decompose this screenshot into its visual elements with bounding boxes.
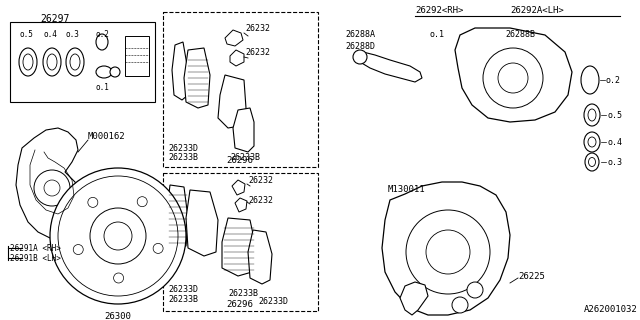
Ellipse shape [353, 50, 367, 64]
Text: o.5: o.5 [19, 30, 33, 39]
Text: o.4: o.4 [43, 30, 57, 39]
Text: 26288A: 26288A [345, 30, 375, 39]
Text: 26296: 26296 [227, 156, 253, 165]
Circle shape [90, 208, 146, 264]
Circle shape [34, 170, 70, 206]
Text: A262001032: A262001032 [584, 305, 638, 314]
Polygon shape [222, 218, 256, 276]
Text: 26233D: 26233D [168, 144, 198, 153]
Text: o.1: o.1 [430, 30, 445, 39]
Text: 26300: 26300 [104, 312, 131, 320]
Circle shape [426, 230, 470, 274]
Ellipse shape [110, 67, 120, 77]
Polygon shape [186, 190, 218, 256]
Ellipse shape [588, 137, 596, 147]
Ellipse shape [96, 34, 108, 50]
Ellipse shape [70, 54, 80, 70]
Ellipse shape [588, 109, 596, 121]
Text: M130011: M130011 [388, 185, 426, 194]
Bar [10, 22, 155, 102]
Text: 26233B: 26233B [168, 153, 198, 162]
Bar [163, 12, 318, 167]
Ellipse shape [589, 157, 595, 166]
Polygon shape [16, 128, 84, 238]
Ellipse shape [581, 66, 599, 94]
Polygon shape [172, 42, 188, 100]
Text: 26233B: 26233B [228, 289, 258, 298]
Circle shape [498, 63, 528, 93]
Circle shape [452, 297, 468, 313]
Ellipse shape [43, 48, 61, 76]
Text: 26297: 26297 [40, 14, 70, 24]
Text: o.4: o.4 [607, 138, 622, 147]
Text: 26291A <RH>: 26291A <RH> [10, 244, 61, 253]
Polygon shape [232, 180, 245, 195]
Text: 26232: 26232 [245, 48, 270, 57]
Polygon shape [225, 30, 243, 46]
Polygon shape [400, 282, 428, 315]
Text: 26233D: 26233D [168, 285, 198, 294]
Text: 26233B: 26233B [230, 153, 260, 162]
Text: o.3: o.3 [66, 30, 80, 39]
Circle shape [73, 244, 83, 254]
Text: 26291B <LH>: 26291B <LH> [10, 254, 61, 263]
Text: 26296: 26296 [227, 300, 253, 309]
Text: M000162: M000162 [88, 132, 125, 141]
Ellipse shape [23, 54, 33, 70]
Text: o.2: o.2 [96, 30, 110, 39]
Text: 26232: 26232 [248, 176, 273, 185]
Circle shape [104, 222, 132, 250]
Circle shape [153, 244, 163, 253]
Circle shape [483, 48, 543, 108]
Circle shape [44, 180, 60, 196]
Polygon shape [248, 230, 272, 284]
Ellipse shape [584, 132, 600, 152]
Polygon shape [230, 50, 244, 66]
Polygon shape [218, 75, 246, 128]
Circle shape [58, 176, 178, 296]
Text: o.3: o.3 [607, 158, 622, 167]
Ellipse shape [47, 54, 57, 70]
Text: 26292<RH>: 26292<RH> [415, 6, 463, 15]
Polygon shape [167, 185, 188, 248]
Circle shape [406, 210, 490, 294]
Bar [125, 36, 149, 76]
Circle shape [50, 168, 186, 304]
Text: 26233B: 26233B [168, 295, 198, 304]
Text: 26232: 26232 [248, 196, 273, 205]
Text: 26233D: 26233D [258, 297, 288, 306]
Circle shape [467, 282, 483, 298]
Circle shape [88, 197, 98, 207]
Text: 26225: 26225 [518, 272, 545, 281]
Ellipse shape [19, 48, 37, 76]
Ellipse shape [585, 153, 599, 171]
Polygon shape [184, 48, 210, 108]
Polygon shape [358, 52, 422, 82]
Circle shape [137, 197, 147, 207]
Text: 26292A<LH>: 26292A<LH> [510, 6, 564, 15]
Polygon shape [455, 28, 572, 122]
Polygon shape [382, 182, 510, 315]
Text: 26288D: 26288D [345, 42, 375, 51]
Bar [163, 173, 318, 311]
Ellipse shape [66, 48, 84, 76]
Text: 26232: 26232 [245, 24, 270, 33]
Circle shape [113, 273, 124, 283]
Text: 26288B: 26288B [505, 30, 535, 39]
Text: o.2: o.2 [605, 76, 620, 85]
Text: o.5: o.5 [607, 111, 622, 120]
Ellipse shape [96, 66, 112, 78]
Ellipse shape [584, 104, 600, 126]
Polygon shape [233, 108, 254, 152]
Polygon shape [235, 198, 247, 212]
Text: o.1: o.1 [95, 83, 109, 92]
